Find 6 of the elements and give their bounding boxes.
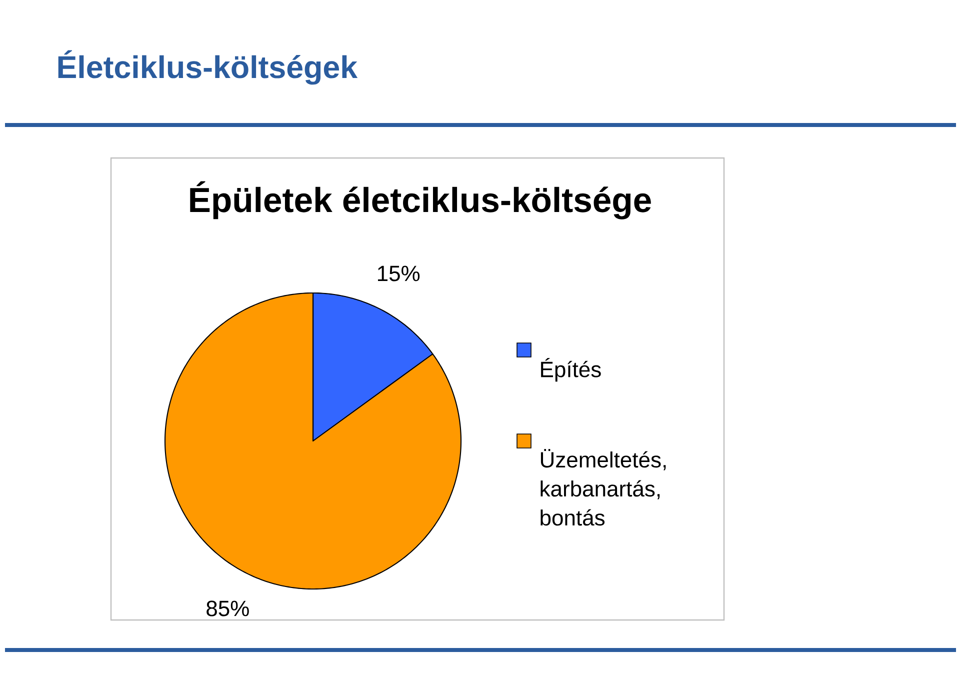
- legend-label: Üzemeltetés, karbanartás, bontás: [540, 449, 666, 526]
- chart-title: Életciklus-költségek: [58, 50, 358, 85]
- data-label: 85%: [206, 600, 249, 616]
- chart-subtitle: Épületek életciklus-költsége: [190, 181, 651, 220]
- legend-label: Építés: [541, 358, 601, 382]
- data-label: 15%: [378, 266, 420, 282]
